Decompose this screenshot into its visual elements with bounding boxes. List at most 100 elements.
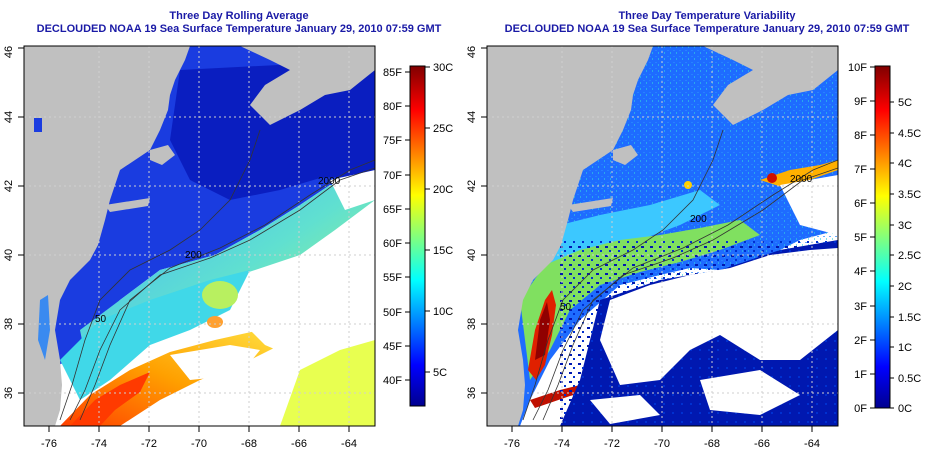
left-southeast-warm xyxy=(280,340,375,426)
right-hotspot-2 xyxy=(684,181,692,189)
left-cb-f-label: 85F xyxy=(383,67,402,79)
left-lat-tick: 40 xyxy=(3,249,15,261)
right-cb-c-label: 2.5C xyxy=(898,250,921,262)
right-lon-tick: -74 xyxy=(554,438,570,450)
left-title-line1: Three Day Rolling Average xyxy=(169,10,309,22)
right-cloud-mass xyxy=(600,248,838,385)
left-cb-f-label: 80F xyxy=(383,101,402,113)
right-y-axis: 36 38 40 42 44 46 xyxy=(466,46,487,399)
left-slope-water xyxy=(80,180,375,380)
right-lat-tick: 42 xyxy=(466,180,478,192)
left-cb-f-label: 60F xyxy=(383,238,402,250)
left-gulf-core xyxy=(70,372,150,426)
left-eddy-1 xyxy=(202,281,238,309)
left-contour-200: 200 xyxy=(185,250,202,261)
left-chesapeake xyxy=(38,295,50,360)
right-cloud-patch-2 xyxy=(700,370,800,415)
right-x-axis: -76 -74 -72 -70 -68 -66 -64 xyxy=(504,426,820,450)
right-cb-f-label: 4F xyxy=(854,266,867,278)
left-lon-tick: -66 xyxy=(291,438,307,450)
right-cloud-patch-3 xyxy=(590,395,660,424)
right-cloud-patch-1 xyxy=(780,175,838,235)
right-map-title: Three Day Temperature Variability DECLOU… xyxy=(468,10,946,36)
left-lat-tick: 42 xyxy=(3,180,15,192)
left-cb-c-label: 5C xyxy=(433,367,447,379)
right-title-line1: Three Day Temperature Variability xyxy=(618,10,796,22)
right-lon-tick: -76 xyxy=(504,438,520,450)
right-lat-tick: 44 xyxy=(466,111,478,123)
right-lat-tick: 40 xyxy=(466,249,478,261)
right-cb-f-label: 0F xyxy=(854,403,867,415)
left-y-axis: 36 38 40 42 44 46 xyxy=(3,46,24,399)
left-cb-f-label: 55F xyxy=(383,272,402,284)
right-northeast-front xyxy=(760,160,838,188)
right-cb-f-label: 6F xyxy=(854,198,867,210)
right-cb-c-label: 3.5C xyxy=(898,189,921,201)
left-lon-tick: -68 xyxy=(241,438,257,450)
right-contours xyxy=(522,129,838,421)
right-land-novascotia xyxy=(703,46,838,125)
left-contours xyxy=(59,129,375,421)
left-eddy-3 xyxy=(207,316,223,328)
right-colorbar: 0F 1F 2F 3F 4F 5F 6F 7F 8F 9F 10F 0C 0.5… xyxy=(848,62,921,415)
left-title-line2: DECLOUDED NOAA 19 Sea Surface Temperatur… xyxy=(36,23,442,35)
right-lat-tick: 36 xyxy=(466,387,478,399)
left-lat-tick: 44 xyxy=(3,111,15,123)
right-cb-c-label: 0.5C xyxy=(898,373,921,385)
left-lon-tick: -64 xyxy=(341,438,357,450)
right-lat-tick: 46 xyxy=(466,46,478,58)
left-cb-c-label: 10C xyxy=(433,306,453,318)
left-lat-tick: 36 xyxy=(3,387,15,399)
right-contour-2000: 2000 xyxy=(790,174,813,185)
right-cb-c-label: 4C xyxy=(898,158,912,170)
left-land-capecod xyxy=(150,145,175,165)
right-contour-200: 200 xyxy=(690,214,707,225)
right-hotspot-1 xyxy=(767,173,777,183)
left-map-frame: 2000 200 50 xyxy=(23,45,376,427)
left-cb-c-label: 30C xyxy=(433,62,453,74)
left-lake xyxy=(34,118,42,132)
left-map-title: Three Day Rolling Average DECLOUDED NOAA… xyxy=(0,10,478,36)
right-lon-tick: -72 xyxy=(604,438,620,450)
right-lon-tick: -70 xyxy=(654,438,670,450)
left-cloud-mass xyxy=(240,210,375,360)
left-x-axis: -76 -74 -72 -70 -68 -66 -64 xyxy=(41,426,357,450)
right-cb-c-label: 5C xyxy=(898,97,912,109)
right-cb-c-label: 2C xyxy=(898,281,912,293)
right-cb-f-label: 7F xyxy=(854,164,867,176)
left-lon-tick: -72 xyxy=(141,438,157,450)
right-lon-tick: -64 xyxy=(804,438,820,450)
right-cb-f-label: 3F xyxy=(854,301,867,313)
right-lon-tick: -68 xyxy=(704,438,720,450)
right-cb-c-label: 1C xyxy=(898,342,912,354)
right-land-longisland xyxy=(568,198,613,212)
left-contour-50: 50 xyxy=(95,314,107,325)
left-cb-f-label: 45F xyxy=(383,341,402,353)
left-cb-c-label: 20C xyxy=(433,184,453,196)
right-cb-c-label: 0C xyxy=(898,403,912,415)
left-land-novascotia xyxy=(240,46,375,125)
left-colorbar: 40F 45F 50F 55F 60F 65F 70F 75F 80F 85F … xyxy=(383,62,453,407)
right-cb-f-label: 10F xyxy=(848,62,867,74)
right-contour-50: 50 xyxy=(560,302,572,313)
left-land-longisland xyxy=(105,198,150,212)
left-cb-f-label: 70F xyxy=(383,170,402,182)
right-land-capecod xyxy=(613,145,638,165)
right-cb-f-label: 1F xyxy=(854,369,867,381)
right-cb-f-label: 2F xyxy=(854,335,867,347)
right-cb-c-label: 1.5C xyxy=(898,312,921,324)
right-cb-f-label: 9F xyxy=(854,96,867,108)
left-lon-tick: -74 xyxy=(91,438,107,450)
right-title-line2: DECLOUDED NOAA 19 Sea Surface Temperatur… xyxy=(504,23,910,35)
right-cb-c-label: 4.5C xyxy=(898,128,921,140)
right-cb-c-label: 3C xyxy=(898,220,912,232)
left-cb-f-label: 50F xyxy=(383,307,402,319)
right-cb-f-label: 5F xyxy=(854,232,867,244)
left-cb-f-label: 40F xyxy=(383,375,402,387)
right-cb-f-label: 8F xyxy=(854,130,867,142)
left-lon-tick: -76 xyxy=(41,438,57,450)
left-cloud-patch-1 xyxy=(170,345,260,380)
left-lon-tick: -70 xyxy=(191,438,207,450)
left-cb-f-label: 75F xyxy=(383,135,402,147)
